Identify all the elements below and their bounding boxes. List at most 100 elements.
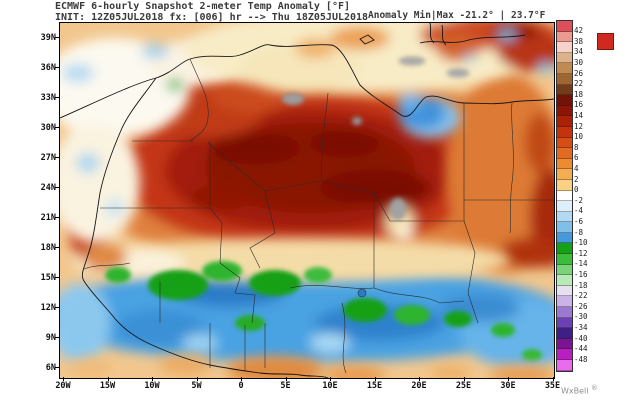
colorbar-cell — [557, 137, 572, 149]
colorbar — [556, 20, 573, 372]
colorbar-label: -26 — [574, 301, 588, 311]
lat-label: 6N — [45, 363, 56, 373]
lon-tick — [241, 377, 242, 381]
colorbar-label: 14 — [574, 110, 584, 120]
colorbar-cell — [557, 42, 572, 53]
colorbar-label: 12 — [574, 121, 584, 131]
colorbar-cell — [557, 222, 572, 233]
colorbar-label: 18 — [574, 89, 584, 99]
lon-label: 0 — [238, 381, 244, 391]
lon-label: 25E — [455, 381, 472, 391]
colorbar-label: -18 — [574, 280, 588, 290]
colorbar-cell — [557, 73, 572, 85]
lat-label: 27N — [40, 153, 56, 163]
colorbar-cell — [557, 148, 572, 159]
colorbar-cell — [557, 360, 572, 371]
lon-tick — [285, 377, 287, 381]
lon-label: 10W — [144, 381, 160, 391]
colorbar-label: -16 — [574, 270, 588, 280]
colorbar-label: -2 — [574, 195, 584, 205]
lat-tick — [55, 127, 59, 128]
colorbar-label: -12 — [574, 248, 588, 258]
colorbar-label: -22 — [574, 291, 588, 301]
lat-label: 36N — [40, 63, 56, 73]
gray-patches — [281, 56, 470, 221]
colorbar-cell — [557, 317, 572, 329]
colorbar-cell — [557, 232, 572, 244]
lat-tick — [55, 337, 59, 338]
lat-label: 30N — [40, 123, 56, 133]
lon-tick — [152, 377, 153, 381]
lat-tick — [55, 277, 59, 278]
colorbar-label: -10 — [574, 238, 588, 248]
title-line-2: INIT: 12Z05JUL2018 fx: [006] hr --> Thu … — [55, 12, 369, 23]
lat-label: 9N — [45, 333, 56, 343]
lon-label: 15W — [99, 381, 116, 391]
lon-label: 5W — [191, 381, 202, 391]
colorbar-cell — [557, 95, 572, 106]
colorbar-cell — [557, 169, 572, 180]
lat-label: 21N — [40, 213, 56, 223]
colorbar-cell — [557, 105, 572, 117]
colorbar-cell — [557, 296, 572, 308]
colorbar-label: -4 — [574, 206, 584, 216]
lon-label: 35E — [544, 381, 561, 391]
lon-tick — [419, 377, 420, 381]
lat-tick — [55, 97, 59, 98]
colorbar-cell — [557, 21, 572, 32]
colorbar-label: 22 — [574, 79, 584, 89]
colorbar-label: 34 — [574, 47, 584, 57]
lat-label: 15N — [40, 273, 56, 283]
colorbar-cell — [557, 31, 572, 43]
lat-tick — [55, 157, 59, 158]
lon-label: 5E — [280, 381, 291, 391]
colorbar-label: -44 — [574, 344, 588, 354]
lon-label: 15E — [366, 381, 383, 391]
lon-tick — [63, 377, 64, 381]
colorbar-cell — [557, 254, 572, 265]
colorbar-label: -48 — [574, 354, 588, 364]
lat-tick — [55, 307, 59, 308]
colorbar-cell — [557, 190, 572, 202]
map-image — [60, 23, 554, 378]
coastline — [60, 23, 554, 378]
colorbar-cell — [557, 328, 572, 339]
green-cool-patches — [105, 261, 542, 361]
colorbar-cell — [557, 285, 572, 297]
lon-tick — [508, 377, 509, 381]
lat-label: 33N — [40, 93, 56, 103]
colorbar-cell — [557, 338, 572, 350]
lat-label: 39N — [40, 33, 56, 43]
colorbar-cell — [557, 307, 572, 318]
colorbar-cell — [557, 179, 572, 191]
registered-mark: ® — [591, 384, 598, 392]
colorbar-label: -40 — [574, 333, 588, 343]
lon-label: 20W — [55, 381, 71, 391]
lon-label: 10E — [322, 381, 338, 391]
colorbar-label: 4 — [574, 163, 579, 173]
red-square-marker — [597, 33, 614, 50]
title-line-1: ECMWF 6-hourly Snapshot 2-meter Temp Ano… — [55, 1, 351, 12]
colorbar-label: 42 — [574, 26, 584, 36]
colorbar-cell — [557, 84, 572, 96]
colorbar-cell — [557, 116, 572, 127]
colorbar-cell — [557, 211, 572, 223]
colorbar-cell — [557, 243, 572, 255]
east-warm-zone — [445, 73, 554, 273]
lon-tick — [330, 377, 331, 381]
country-borders — [83, 58, 554, 374]
lat-tick — [55, 367, 59, 368]
colorbar-cell — [557, 264, 572, 276]
lon-tick — [374, 377, 376, 381]
colorbar-label: -6 — [574, 217, 584, 226]
colorbar-label: 30 — [574, 57, 584, 67]
watermark: WxBell ® — [561, 384, 598, 396]
lat-label: 18N — [40, 243, 56, 253]
lon-label: 20E — [411, 381, 427, 391]
lon-tick — [552, 377, 554, 381]
colorbar-label: 10 — [574, 132, 584, 142]
lat-tick — [55, 217, 59, 218]
colorbar-cell — [557, 52, 572, 64]
colorbar-label: 26 — [574, 68, 584, 78]
colorbar-label: -8 — [574, 227, 584, 237]
